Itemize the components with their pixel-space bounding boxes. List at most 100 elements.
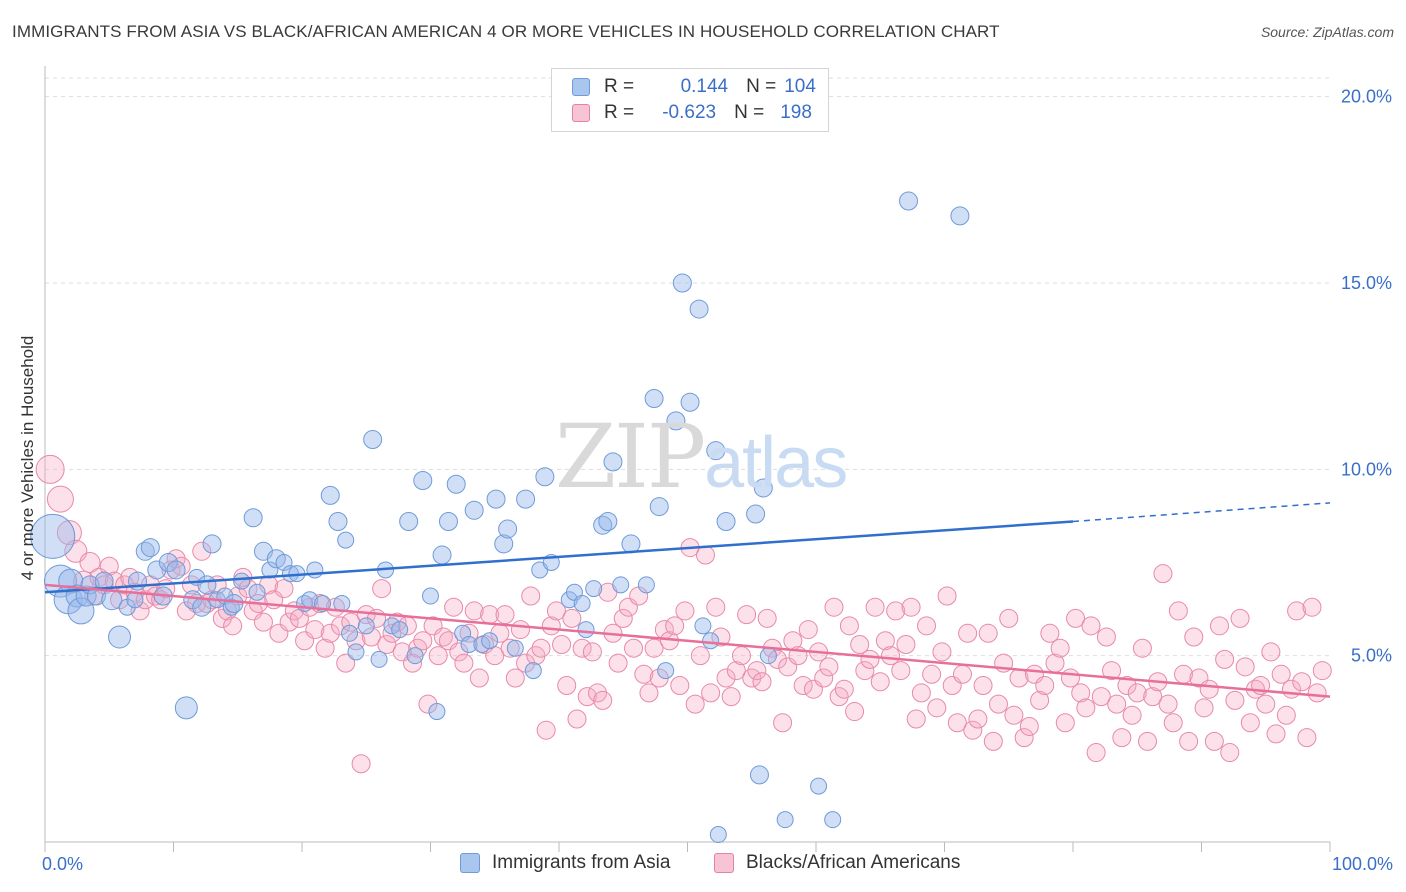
asia-point xyxy=(202,534,222,554)
asia-point xyxy=(593,515,613,535)
black-point xyxy=(1225,690,1245,710)
black-point xyxy=(685,694,705,714)
black-point xyxy=(824,597,844,617)
asia-point xyxy=(473,635,491,653)
bottom-legend-asia: Immigrants from Asia xyxy=(460,852,670,874)
black-point xyxy=(983,731,1003,751)
black-point xyxy=(767,649,787,669)
asia-point xyxy=(464,500,484,520)
black-point xyxy=(886,601,906,621)
black-point xyxy=(1117,675,1137,695)
black-point xyxy=(495,605,515,625)
black-point xyxy=(1312,661,1332,681)
black-point xyxy=(505,668,525,688)
legend-r-value-black: -0.623 xyxy=(662,102,717,123)
asia-point xyxy=(174,696,198,720)
black-point xyxy=(911,683,931,703)
black-point xyxy=(1004,705,1024,725)
y-axis-label: 4 or more Vehicles in Household xyxy=(18,335,37,581)
black-point xyxy=(1302,597,1322,617)
legend-r-label: R = xyxy=(604,102,635,123)
black-point xyxy=(947,713,967,733)
black-point xyxy=(860,649,880,669)
black-point xyxy=(223,616,243,636)
black-point xyxy=(454,653,474,673)
asia-point xyxy=(506,639,524,657)
black-point xyxy=(593,690,613,710)
y-tick-label: 20.0% xyxy=(1341,87,1392,107)
asia-point xyxy=(370,650,388,668)
black-point xyxy=(1168,601,1188,621)
asia-point xyxy=(603,452,623,472)
black-point xyxy=(567,709,587,729)
black-point xyxy=(336,653,356,673)
asia-point xyxy=(824,811,842,829)
black-point xyxy=(1014,728,1034,748)
y-tick-label: 15.0% xyxy=(1341,273,1392,293)
black-point xyxy=(428,646,448,666)
black-point xyxy=(1050,638,1070,658)
asia-point xyxy=(147,560,167,580)
asia-point xyxy=(266,549,286,569)
asia-point xyxy=(357,617,375,635)
black-point xyxy=(500,638,520,658)
black-point xyxy=(1163,713,1183,733)
asia-point xyxy=(494,534,514,554)
asia-point xyxy=(535,467,555,487)
black-point xyxy=(901,597,921,617)
asia-point xyxy=(320,485,340,505)
asia-point xyxy=(192,597,212,617)
black-point xyxy=(845,702,865,722)
black-point xyxy=(1132,638,1152,658)
asia-point xyxy=(135,541,155,561)
black-point xyxy=(747,661,767,681)
black-point xyxy=(1184,627,1204,647)
black-point xyxy=(1066,608,1086,628)
black-point xyxy=(839,616,859,636)
black-point xyxy=(79,551,101,573)
asia-point xyxy=(573,594,591,612)
asia-point xyxy=(598,511,618,531)
black-point xyxy=(253,612,273,632)
black-point xyxy=(695,545,715,565)
x-tick-label-max: 100.0% xyxy=(1332,854,1393,874)
black-point xyxy=(973,675,993,695)
black-point xyxy=(274,579,294,599)
source-label: Source: ZipAtlas.com xyxy=(1260,24,1394,40)
black-point xyxy=(721,687,741,707)
black-point xyxy=(382,623,402,643)
black-point xyxy=(793,675,813,695)
bottom-legend-label-black: Blacks/African Americans xyxy=(746,852,961,873)
black-point xyxy=(99,556,119,576)
legend-n-value-asia: 104 xyxy=(784,76,816,97)
black-point xyxy=(814,668,834,688)
black-point xyxy=(552,634,572,654)
asia-trend-line xyxy=(44,520,1074,594)
y-tick-label: 10.0% xyxy=(1341,459,1392,479)
asia-point xyxy=(776,811,794,829)
asia-point xyxy=(86,586,106,606)
black-point xyxy=(510,620,530,640)
black-point xyxy=(1071,683,1091,703)
black-point xyxy=(562,608,582,628)
asia-point xyxy=(498,519,518,539)
asia-point xyxy=(446,474,466,494)
black-point xyxy=(1102,661,1122,681)
asia-point xyxy=(899,191,919,211)
asia-point xyxy=(399,511,419,531)
y-tick-label: 5.0% xyxy=(1351,646,1392,666)
black-point xyxy=(531,638,551,658)
black-point xyxy=(978,623,998,643)
asia-point xyxy=(716,511,736,531)
black-point xyxy=(1292,672,1312,692)
legend-r-value-asia: 0.144 xyxy=(680,76,729,97)
asia-point xyxy=(644,389,664,409)
black-point xyxy=(171,556,191,576)
black-point xyxy=(706,597,726,617)
black-point xyxy=(906,709,926,729)
black-point xyxy=(773,713,793,733)
black-point xyxy=(361,627,381,647)
black-point xyxy=(1276,705,1296,725)
asia-point xyxy=(30,513,76,559)
black-point xyxy=(1138,731,1158,751)
